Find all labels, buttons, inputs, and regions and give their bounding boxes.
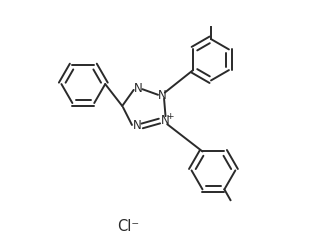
Text: +: + <box>166 112 174 122</box>
Text: Cl⁻: Cl⁻ <box>117 219 139 234</box>
Text: N: N <box>158 89 167 102</box>
Text: N: N <box>132 119 141 132</box>
Text: N: N <box>160 114 169 127</box>
Text: N: N <box>134 82 142 95</box>
